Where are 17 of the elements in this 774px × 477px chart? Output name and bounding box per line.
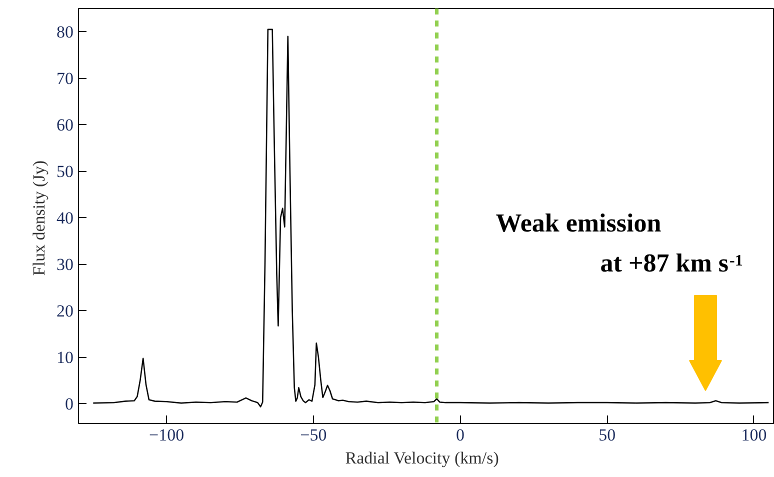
- y-tick-label: 0: [65, 394, 74, 414]
- y-tick-label: 50: [56, 162, 74, 182]
- y-tick-label: 10: [56, 348, 74, 368]
- y-axis-title: Flux density (Jy): [30, 160, 48, 276]
- x-tick-label: 100: [741, 426, 767, 444]
- line-series: [92, 28, 770, 408]
- y-tick-label: 40: [56, 208, 74, 228]
- x-tick-label: −100: [149, 426, 184, 444]
- x-tick-label: 0: [456, 426, 465, 444]
- x-axis-title: Radial Velocity (km/s): [345, 448, 499, 468]
- y-tick-label: 70: [56, 69, 74, 88]
- y-tick-label: 60: [56, 116, 74, 135]
- x-tick-label: −50: [300, 426, 327, 444]
- y-tick-label: 20: [56, 302, 74, 321]
- y-tick-label: 30: [56, 255, 74, 274]
- y-tick-label: 80: [56, 22, 74, 42]
- x-tick-label: 50: [598, 426, 616, 444]
